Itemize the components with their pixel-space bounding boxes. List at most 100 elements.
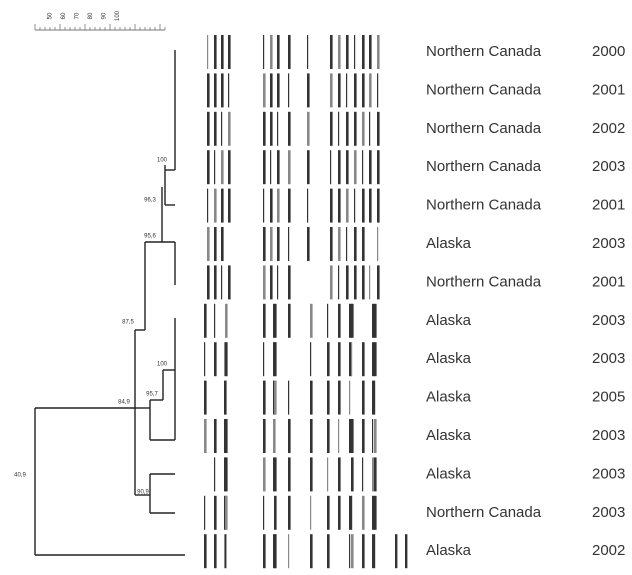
band — [270, 73, 273, 107]
band — [288, 189, 291, 223]
band — [377, 112, 380, 146]
band — [207, 35, 208, 69]
year: 2003 — [592, 350, 625, 367]
band — [349, 381, 350, 415]
band — [338, 304, 341, 338]
band — [372, 419, 373, 453]
band — [214, 227, 217, 261]
band — [362, 265, 365, 299]
band — [270, 227, 273, 261]
band — [327, 534, 330, 568]
band — [207, 189, 208, 223]
band — [405, 534, 407, 568]
band — [310, 457, 313, 491]
node-label: 40,9 — [14, 473, 26, 479]
band — [310, 419, 313, 453]
band — [270, 150, 271, 184]
year: 2003 — [592, 158, 625, 175]
region: Alaska — [426, 465, 472, 482]
scale-label: 90 — [102, 12, 108, 19]
band — [338, 381, 341, 415]
scale-label: 70 — [75, 12, 81, 19]
band — [362, 534, 365, 568]
year: 2000 — [592, 43, 625, 60]
region: Alaska — [426, 235, 472, 252]
node-label: 95,7 — [146, 392, 158, 398]
band — [338, 419, 339, 453]
scale-label: 50 — [48, 12, 54, 19]
band — [369, 189, 372, 223]
region: Alaska — [426, 350, 472, 367]
band — [263, 35, 264, 69]
node-label: 96,3 — [144, 198, 156, 204]
band — [362, 419, 365, 453]
band — [214, 534, 217, 568]
band — [263, 112, 266, 146]
band — [204, 534, 207, 568]
band — [277, 112, 278, 146]
scale-label: 80 — [88, 12, 94, 19]
band — [207, 150, 210, 184]
band — [346, 73, 347, 107]
band — [351, 534, 354, 568]
band — [351, 457, 354, 491]
band — [377, 265, 380, 299]
band — [288, 227, 289, 261]
band — [221, 265, 222, 299]
node-label: 90,9 — [137, 490, 149, 496]
band — [310, 304, 313, 338]
band — [221, 227, 224, 261]
band — [274, 304, 277, 338]
band — [362, 496, 365, 530]
band — [277, 227, 280, 261]
band — [214, 342, 217, 376]
band — [288, 73, 289, 107]
band — [214, 73, 217, 107]
band — [307, 112, 310, 146]
band — [288, 534, 289, 568]
band — [354, 265, 357, 299]
band — [327, 381, 330, 415]
band — [362, 112, 365, 146]
band — [330, 189, 333, 223]
band — [263, 189, 264, 223]
band — [338, 150, 341, 184]
band — [330, 150, 331, 184]
band — [207, 73, 210, 107]
band — [288, 35, 291, 69]
band — [274, 534, 277, 568]
band — [330, 265, 333, 299]
band — [349, 534, 350, 568]
band — [307, 227, 310, 261]
year: 2001 — [592, 273, 625, 290]
band — [307, 73, 310, 107]
band — [338, 227, 341, 261]
year: 2005 — [592, 389, 625, 406]
band — [288, 457, 291, 491]
band — [374, 381, 375, 415]
band — [214, 112, 217, 146]
band — [277, 73, 280, 107]
band — [288, 112, 291, 146]
band — [225, 342, 228, 376]
band — [263, 150, 266, 184]
band — [369, 35, 372, 69]
band — [270, 35, 273, 69]
band — [204, 342, 205, 376]
band — [204, 381, 207, 415]
band — [288, 150, 291, 184]
band — [263, 534, 266, 568]
band — [354, 35, 355, 69]
band — [377, 150, 380, 184]
region: Alaska — [426, 389, 472, 406]
band — [214, 35, 217, 69]
node-label: 95,6 — [144, 234, 156, 240]
band — [374, 304, 377, 338]
band — [369, 150, 372, 184]
band — [346, 112, 349, 146]
band — [214, 457, 215, 491]
year: 2003 — [592, 465, 625, 482]
band — [354, 150, 357, 184]
band — [277, 265, 278, 299]
year: 2003 — [592, 235, 625, 252]
